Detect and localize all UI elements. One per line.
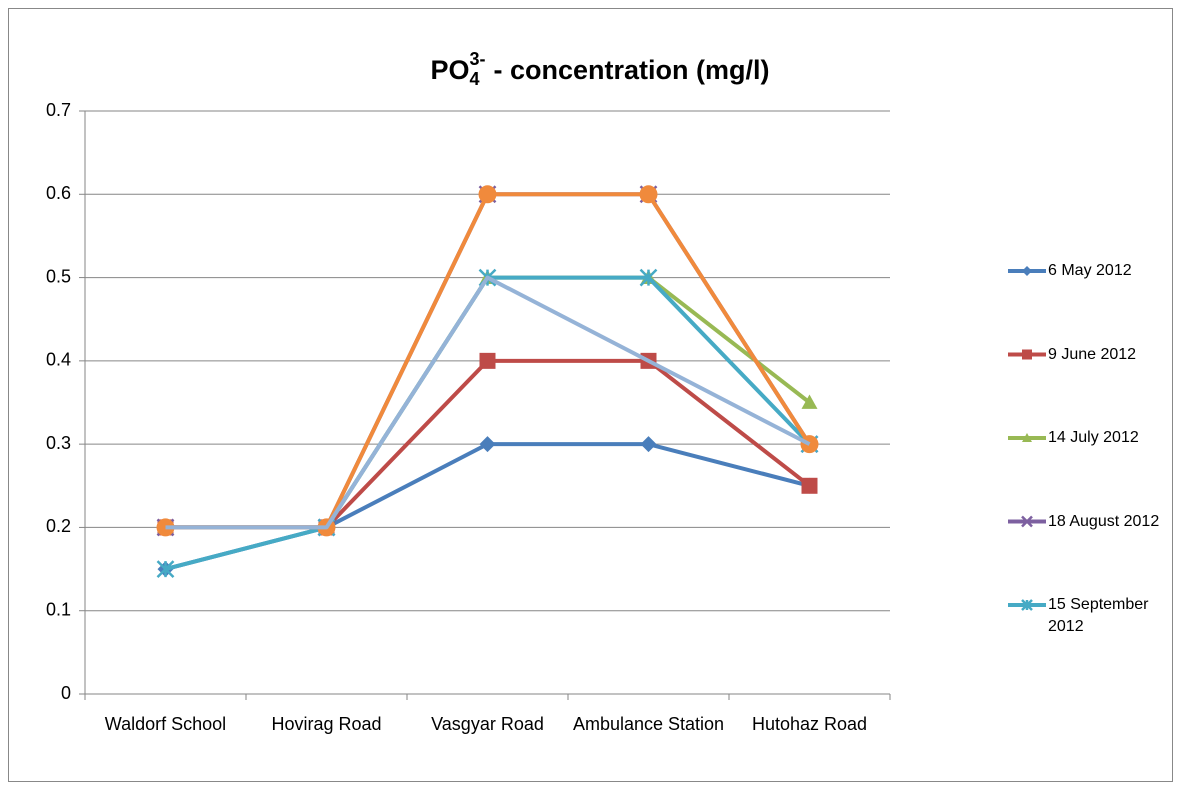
marker [479, 436, 496, 453]
series-line [165, 275, 811, 530]
y-tick-label: 0.7 [46, 100, 71, 120]
marker [1022, 266, 1032, 276]
marker [640, 436, 657, 453]
title-part: PO [430, 55, 469, 85]
legend-label: 18 August 2012 [1048, 512, 1160, 530]
x-tick-label: Ambulance Station [572, 714, 725, 734]
title-superscript: 3- [470, 49, 486, 69]
y-tick-label: 0.2 [46, 516, 71, 536]
title-part: - concentration (mg/l) [494, 55, 770, 85]
marker [479, 352, 496, 369]
marker [156, 560, 175, 578]
y-tick-label: 0.5 [46, 266, 71, 286]
x-tick-label: Waldorf School [104, 714, 227, 734]
legend-label: 15 September 2012 [1048, 596, 1149, 635]
marker [639, 268, 658, 287]
y-tick-label: 0.3 [46, 433, 71, 453]
title-subscript: 4 [469, 69, 479, 89]
y-tick-label: 0 [61, 683, 71, 703]
y-tick-label: 0.1 [46, 599, 71, 619]
chart-title: PO43- - concentration (mg/l) [430, 49, 769, 89]
marker [478, 185, 497, 204]
marker [1021, 599, 1033, 611]
marker [1021, 515, 1033, 528]
x-tick-label: Vasgyar Road [431, 714, 544, 734]
x-tick-label: Hovirag Road [271, 714, 382, 734]
marker [1022, 433, 1032, 442]
marker [801, 394, 818, 409]
chart-border [8, 8, 1173, 782]
legend-label: 9 June 2012 [1048, 345, 1137, 363]
marker [639, 185, 658, 204]
y-tick-label: 0.6 [46, 183, 71, 203]
legend-label: 6 May 2012 [1048, 262, 1132, 279]
legend-label: 14 July 2012 [1048, 429, 1139, 446]
x-tick-label: Hutohaz Road [751, 714, 868, 734]
y-tick-label: 0.4 [46, 350, 71, 370]
marker [801, 477, 818, 494]
marker [1022, 349, 1032, 360]
